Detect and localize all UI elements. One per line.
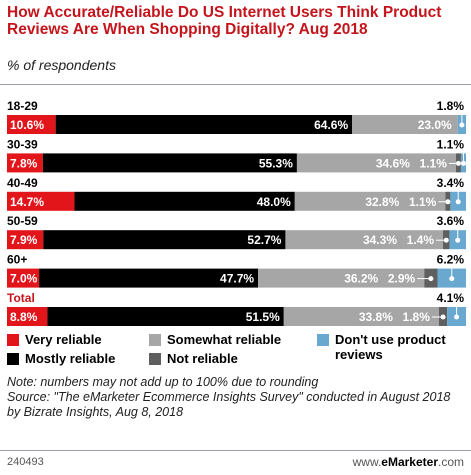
notes: Note: numbers may not add up to 100% due…: [7, 375, 467, 420]
brand-prefix: www.: [352, 455, 382, 469]
data-label-dont-use: 6.2%: [437, 253, 465, 267]
data-label-dont-use: 3.4%: [437, 176, 465, 190]
bar-segment-very-reliable: [7, 191, 75, 211]
stacked-bar-chart: 18-29 10.6% 64.6% 23.0% 1.8% 30-39 7.8% 55.3% 34…: [7, 99, 466, 326]
bar-segment-somewhat-reliable: [294, 191, 446, 211]
data-label-dont-use: 1.8%: [437, 99, 465, 113]
legend-label-dont-use: Don't use product reviews: [335, 332, 446, 362]
legend-swatch-mostly-reliable: [7, 353, 19, 365]
legend-swatch-somewhat-reliable: [149, 334, 161, 346]
data-label-mostly-reliable: 52.7%: [247, 233, 281, 247]
data-label-very-reliable: 10.6%: [10, 118, 44, 132]
top-rule: [0, 84, 471, 85]
data-label-not-reliable: 1.8%: [403, 310, 431, 324]
leader-dot-dont-use: [454, 314, 460, 320]
data-label-mostly-reliable: 48.0%: [257, 195, 291, 209]
bar-segment-mostly-reliable: [39, 268, 259, 288]
bar-segment-mostly-reliable: [42, 153, 297, 173]
legend-swatch-not-reliable: [149, 353, 161, 365]
legend-label-not-reliable: Not reliable: [167, 351, 238, 366]
leader-dot-dont-use: [449, 276, 455, 282]
data-label-not-reliable: 1.4%: [407, 233, 435, 247]
data-label-dont-use: 3.6%: [437, 214, 465, 228]
category-label: 18-29: [7, 99, 38, 113]
leader-dot-not-reliable: [455, 160, 461, 166]
legend-swatch-very-reliable: [7, 334, 19, 346]
category-label: 60+: [7, 253, 27, 267]
data-label-dont-use: 1.1%: [437, 137, 465, 151]
bar-segment-very-reliable: [7, 268, 40, 288]
leader-dot-not-reliable: [445, 199, 451, 205]
brand-logo: www.eMarketer.com: [353, 455, 464, 469]
bottom-rule: [0, 450, 471, 451]
legend-swatch-dont-use: [317, 334, 329, 346]
legend-label-very-reliable: Very reliable: [25, 332, 102, 347]
legend-label-mostly-reliable: Mostly reliable: [25, 351, 116, 366]
leader-dot-dont-use: [455, 237, 461, 243]
legend-label-somewhat-reliable: Somewhat reliable: [167, 332, 282, 347]
bar-segment-mostly-reliable: [43, 230, 286, 250]
data-label-somewhat-reliable: 34.3%: [363, 233, 397, 247]
data-label-not-reliable: 2.9%: [388, 272, 416, 286]
leader-dot-dont-use: [460, 160, 466, 166]
data-label-somewhat-reliable: 33.8%: [359, 310, 393, 324]
data-label-mostly-reliable: 55.3%: [259, 156, 293, 170]
data-label-mostly-reliable: 64.6%: [314, 118, 348, 132]
bar-segment-very-reliable: [7, 153, 43, 173]
bar-segment-very-reliable: [7, 307, 48, 326]
bar-segment-somewhat-reliable: [296, 153, 456, 173]
data-label-somewhat-reliable: 32.8%: [365, 195, 399, 209]
note-source: Source: "The eMarketer Ecommerce Insight…: [7, 390, 451, 419]
leader-dot-dont-use: [455, 199, 461, 205]
data-label-very-reliable: 7.8%: [10, 156, 38, 170]
leader-dot-dont-use: [459, 122, 465, 128]
data-label-not-reliable: 1.1%: [420, 156, 448, 170]
data-label-somewhat-reliable: 36.2%: [344, 272, 378, 286]
category-label: 40-49: [7, 176, 38, 190]
category-label: 30-39: [7, 137, 38, 151]
chart-title: How Accurate/Reliable Do US Internet Use…: [7, 4, 442, 38]
leader-dot-not-reliable: [440, 314, 446, 320]
data-label-mostly-reliable: 51.5%: [246, 310, 280, 324]
bar-segment-somewhat-reliable: [258, 268, 425, 288]
data-label-somewhat-reliable: 34.6%: [376, 156, 410, 170]
data-label-dont-use: 4.1%: [437, 291, 465, 305]
note-rounding: Note: numbers may not add up to 100% due…: [7, 375, 319, 389]
bar-segment-very-reliable: [7, 115, 56, 134]
chart-subtitle: % of respondents: [7, 57, 116, 73]
bar-segment-mostly-reliable: [74, 191, 295, 211]
data-label-very-reliable: 7.9%: [10, 233, 38, 247]
bar-segment-somewhat-reliable: [283, 307, 439, 326]
data-label-not-reliable: 1.1%: [409, 195, 437, 209]
data-label-very-reliable: 7.0%: [10, 272, 38, 286]
chart-id: 240493: [7, 456, 44, 468]
category-label: Total: [7, 291, 35, 305]
legend: Very reliable Mostly reliable Somewhat r…: [7, 332, 467, 372]
bar-segment-mostly-reliable: [47, 307, 284, 326]
brand-name: eMarketer: [381, 455, 438, 469]
bar-segment-very-reliable: [7, 230, 44, 250]
brand-suffix: .com: [437, 455, 464, 469]
leader-dot-not-reliable: [443, 237, 449, 243]
data-label-very-reliable: 14.7%: [10, 195, 44, 209]
bar-segment-somewhat-reliable: [285, 230, 444, 250]
bar-segment-somewhat-reliable: [352, 115, 458, 134]
category-label: 50-59: [7, 214, 38, 228]
data-label-mostly-reliable: 47.7%: [220, 272, 254, 286]
data-label-somewhat-reliable: 23.0%: [418, 118, 452, 132]
bar-segment-mostly-reliable: [55, 115, 353, 134]
leader-dot-not-reliable: [428, 276, 434, 282]
data-label-very-reliable: 8.8%: [10, 310, 38, 324]
